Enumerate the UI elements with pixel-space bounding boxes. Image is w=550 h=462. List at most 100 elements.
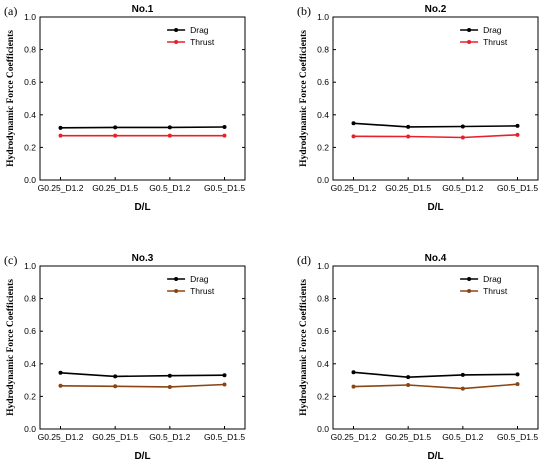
legend-marker-drag: [174, 277, 179, 281]
data-point-thrust: [351, 384, 356, 389]
legend-label-drag: Drag: [483, 25, 502, 35]
series-line-drag: [60, 372, 225, 378]
y-axis-label: Hydrodynamic Force Coefficients: [6, 30, 16, 167]
y-tick-label: 0.0: [24, 175, 36, 185]
series-line-thrust: [353, 383, 518, 390]
panel-label: (b): [297, 4, 311, 18]
x-tick-label: G0.25_D1.5: [92, 432, 138, 442]
data-point-thrust: [113, 133, 118, 138]
data-point-thrust: [222, 133, 227, 138]
x-tick-label: G0.25_D1.5: [385, 183, 431, 193]
legend-label-thrust: Thrust: [483, 37, 508, 47]
x-tick-label: G0.25_D1.5: [92, 183, 138, 193]
data-point-thrust: [515, 132, 520, 137]
y-tick-label: 0.6: [24, 326, 36, 336]
data-point-drag: [515, 123, 520, 128]
x-tick-label: G0.5_D1.5: [204, 183, 245, 193]
chart-title: No.4: [425, 253, 447, 264]
x-axis-label: D/L: [427, 202, 443, 213]
x-tick-label: G0.25_D1.2: [331, 183, 377, 193]
x-tick-label: G0.25_D1.2: [331, 432, 377, 442]
plot-frame: [332, 265, 539, 430]
data-point-thrust: [515, 382, 520, 387]
data-point-drag: [58, 125, 63, 130]
data-point-drag: [222, 125, 227, 130]
x-tick-label: G0.25_D1.2: [38, 432, 84, 442]
series-line-thrust: [60, 383, 225, 388]
x-tick-label: G0.25_D1.2: [38, 183, 84, 193]
chart-panel-1: (a) No.1 0.0 0.2 0.4 0.6 0.8 1.0 G0.25_D1.2 G0.25…: [4, 4, 246, 213]
y-tick-label: 0.0: [24, 424, 36, 434]
y-tick-label: 1.0: [24, 261, 36, 271]
plot-frame: [332, 16, 539, 181]
y-tick-label: 0.8: [24, 45, 36, 55]
y-tick-label: 0.2: [24, 391, 36, 401]
data-point-drag: [515, 372, 520, 377]
legend-label-drag: Drag: [190, 274, 209, 284]
data-point-drag: [167, 373, 172, 378]
data-point-drag: [351, 121, 356, 126]
data-point-drag: [58, 370, 63, 375]
panel-label: (c): [4, 253, 17, 267]
y-tick-label: 0.8: [317, 45, 329, 55]
series-line-drag: [353, 122, 518, 128]
x-tick-label: G0.25_D1.5: [385, 432, 431, 442]
data-point-thrust: [460, 135, 465, 140]
legend-label-thrust: Thrust: [483, 286, 508, 296]
y-tick-label: 0.8: [24, 294, 36, 304]
y-tick-label: 0.2: [317, 391, 329, 401]
y-tick-label: 0.4: [317, 110, 329, 120]
data-point-thrust: [406, 382, 411, 387]
chart-panel-2: (b) No.2 0.0 0.2 0.4 0.6 0.8 1.0 G0.25_D1.2 G0.25…: [297, 4, 539, 213]
data-point-drag: [460, 124, 465, 129]
y-axis-label: Hydrodynamic Force Coefficients: [299, 30, 309, 167]
legend-marker-thrust: [174, 289, 179, 293]
x-tick-label: G0.5_D1.2: [149, 183, 190, 193]
legend-marker-drag: [467, 277, 472, 281]
plot-frame: [39, 16, 246, 181]
y-tick-label: 0.2: [317, 142, 329, 152]
panel-label: (a): [4, 4, 17, 18]
data-point-drag: [406, 375, 411, 380]
series-line-drag: [60, 126, 225, 129]
chart-panel-4: (d) No.4 0.0 0.2 0.4 0.6 0.8 1.0 G0.25_D1.2 G0.25…: [297, 253, 539, 462]
y-tick-label: 1.0: [317, 261, 329, 271]
data-point-thrust: [167, 384, 172, 389]
y-tick-label: 1.0: [317, 12, 329, 22]
legend-label-thrust: Thrust: [190, 286, 215, 296]
y-tick-label: 1.0: [24, 12, 36, 22]
y-tick-label: 0.4: [317, 359, 329, 369]
series-line-thrust: [353, 134, 518, 139]
legend-label-drag: Drag: [483, 274, 502, 284]
data-point-thrust: [113, 384, 118, 389]
legend-marker-thrust: [467, 289, 472, 293]
data-point-thrust: [58, 383, 63, 388]
y-tick-label: 0.4: [24, 359, 36, 369]
legend-marker-drag: [467, 28, 472, 32]
y-tick-label: 0.4: [24, 110, 36, 120]
y-tick-label: 0.6: [317, 326, 329, 336]
x-tick-label: G0.5_D1.2: [442, 432, 483, 442]
legend-marker-drag: [174, 28, 179, 32]
data-point-drag: [167, 125, 172, 130]
x-axis-label: D/L: [134, 451, 150, 462]
y-tick-label: 0.0: [317, 175, 329, 185]
data-point-thrust: [58, 133, 63, 138]
y-tick-label: 0.6: [24, 77, 36, 87]
chart-title: No.3: [132, 253, 154, 264]
chart-title: No.1: [132, 4, 154, 15]
data-point-thrust: [406, 134, 411, 139]
data-point-thrust: [222, 382, 227, 387]
data-point-drag: [222, 373, 227, 378]
x-tick-label: G0.5_D1.5: [497, 432, 538, 442]
x-axis-label: D/L: [427, 451, 443, 462]
x-tick-label: G0.5_D1.5: [204, 432, 245, 442]
panel-label: (d): [297, 253, 311, 267]
legend-label-drag: Drag: [190, 25, 209, 35]
y-axis-label: Hydrodynamic Force Coefficients: [299, 279, 309, 416]
plot-frame: [39, 265, 246, 430]
data-point-drag: [351, 370, 356, 375]
x-axis-label: D/L: [134, 202, 150, 213]
y-tick-label: 0.2: [24, 142, 36, 152]
